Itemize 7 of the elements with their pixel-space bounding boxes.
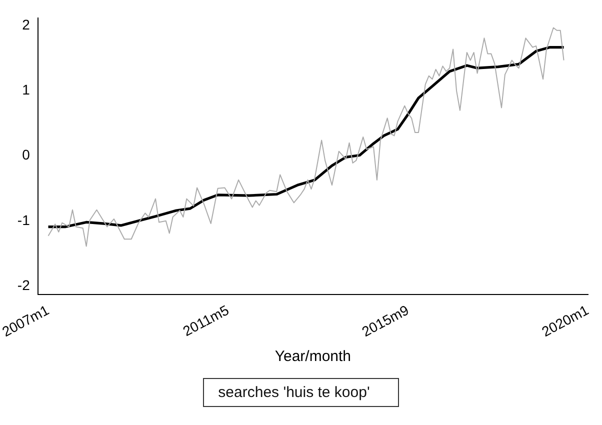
y-tick-label: 0 xyxy=(22,146,30,163)
x-axis-title: Year/month xyxy=(274,348,352,366)
y-tick-label: 2 xyxy=(22,16,30,33)
y-tick-label: -1 xyxy=(17,212,30,228)
text: searches 'huis te koop' xyxy=(203,378,399,407)
y-tick-label: -2 xyxy=(17,276,30,293)
y-tick-label: 1 xyxy=(22,82,30,98)
